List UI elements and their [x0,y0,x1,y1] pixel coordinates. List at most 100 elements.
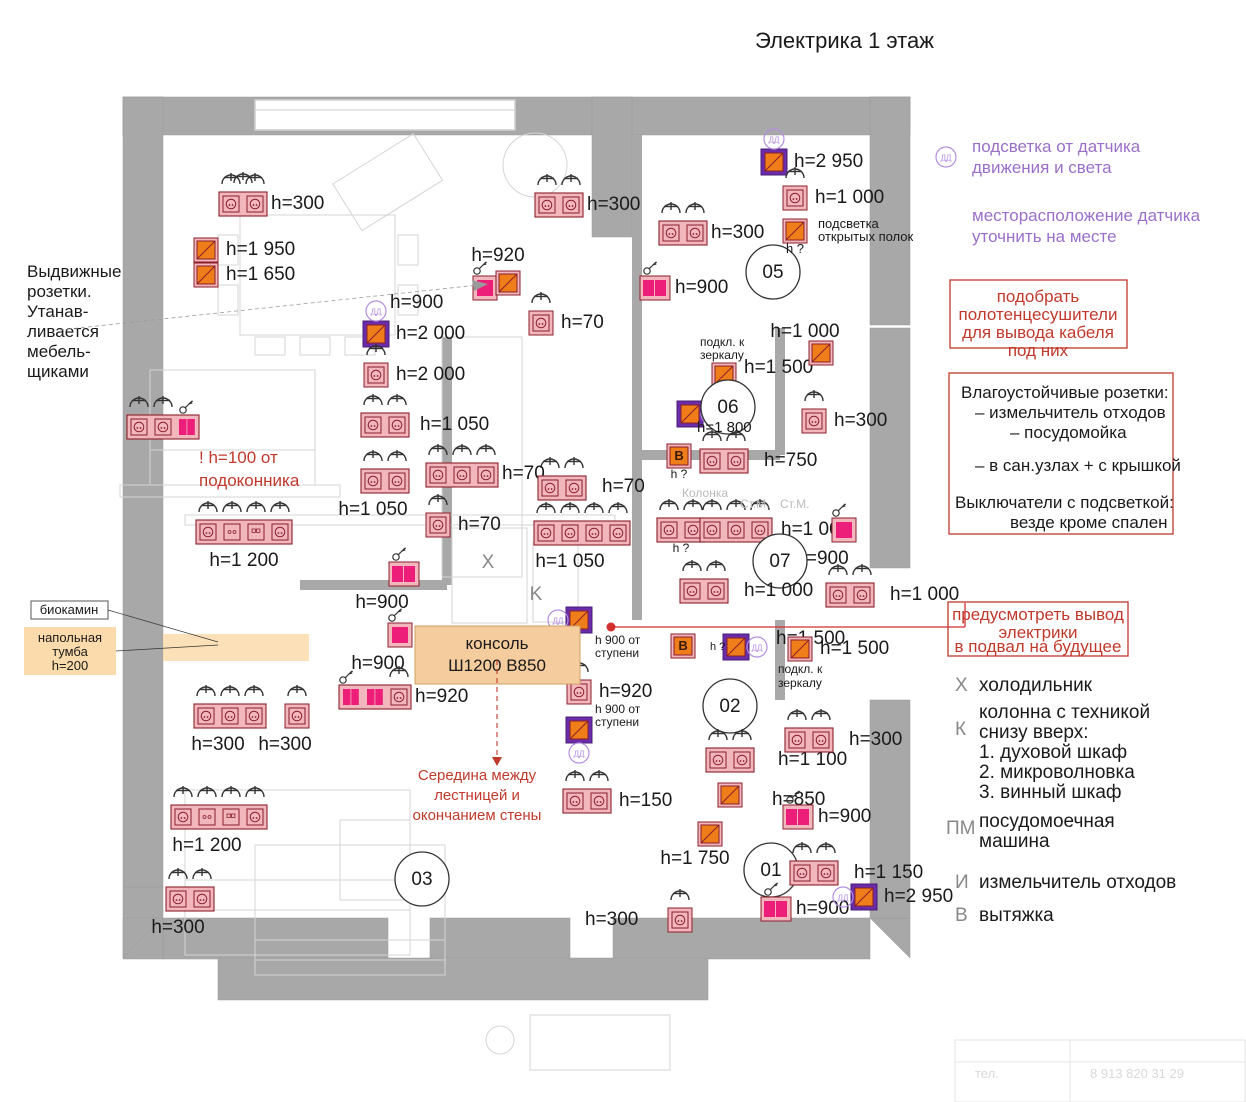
svg-text:01: 01 [760,860,781,881]
svg-text:В: В [674,448,683,463]
svg-text:напольная: напольная [38,630,102,645]
svg-text:окончанием стены: окончанием стены [413,807,542,824]
svg-text:! h=100 от: ! h=100 от [199,448,278,467]
svg-text:биокамин: биокамин [40,602,99,617]
svg-text:консоль: консоль [465,634,528,653]
svg-text:открытых полок: открытых полок [818,229,914,244]
svg-text:Х: Х [955,675,968,696]
svg-text:колонна с техникой: колонна с техникой [979,702,1150,723]
svg-text:h=2 000: h=2 000 [396,364,465,385]
svg-text:h=1 950: h=1 950 [226,239,295,260]
svg-text:подкл. к: подкл. к [700,335,745,349]
svg-text:ПМ: ПМ [946,818,975,839]
svg-text:вытяжка: вытяжка [979,905,1054,926]
svg-text:В: В [955,905,968,926]
svg-text:ступени: ступени [595,646,639,660]
svg-text:05: 05 [762,262,783,283]
svg-text:h=1 500: h=1 500 [820,638,889,659]
svg-text:07: 07 [769,551,790,572]
svg-text:h=70: h=70 [561,312,604,333]
svg-text:06: 06 [717,397,738,418]
svg-text:h=300: h=300 [258,734,311,755]
svg-text:холодильник: холодильник [979,675,1093,696]
svg-text:02: 02 [719,696,740,717]
svg-text:h=2 000: h=2 000 [396,323,465,344]
svg-text:h=1 200: h=1 200 [209,550,278,571]
svg-text:измельчитель отходов: измельчитель отходов [979,872,1176,893]
svg-text:зеркалу: зеркалу [778,676,822,690]
svg-text:h=1 050: h=1 050 [535,551,604,572]
svg-text:h=1 000: h=1 000 [770,321,839,342]
svg-text:машина: машина [979,831,1050,852]
svg-text:2. микроволновка: 2. микроволновка [979,762,1135,783]
svg-text:h=1 800: h=1 800 [697,419,752,436]
svg-text:h=300: h=300 [849,729,902,750]
svg-text:h=1 750: h=1 750 [660,848,729,869]
svg-text:h ?: h ? [671,467,688,481]
svg-text:h ?: h ? [710,641,725,653]
svg-text:h=200: h=200 [52,658,89,673]
svg-text:подкл. к: подкл. к [778,662,823,676]
svg-text:уточнить на месте: уточнить на месте [972,227,1117,246]
svg-text:h=1 500: h=1 500 [744,357,813,378]
svg-text:h ?: h ? [673,541,690,555]
svg-text:мебель-: мебель- [27,342,91,361]
svg-text:ступени: ступени [595,715,639,729]
svg-text:Выдвижные: Выдвижные [27,262,121,281]
svg-text:везде кроме спален: везде кроме спален [1010,513,1168,532]
svg-text:– в сан.узлах + с крышкой: – в сан.узлах + с крышкой [975,456,1181,475]
svg-text:В: В [678,638,687,653]
svg-text:ДД: ДД [941,154,952,163]
svg-text:h=70: h=70 [458,514,501,535]
svg-text:подобрать: подобрать [997,287,1080,306]
svg-text:h=70: h=70 [602,476,645,497]
svg-text:h=150: h=150 [619,790,672,811]
svg-text:Влагоустойчивые розетки:: Влагоустойчивые розетки: [961,383,1169,402]
svg-text:под них: под них [1008,341,1069,360]
svg-text:подоконника: подоконника [199,471,300,490]
svg-text:И: И [955,872,969,893]
svg-text:Выключатели с подсветкой:: Выключатели с подсветкой: [955,493,1174,512]
svg-text:03: 03 [411,869,432,890]
svg-text:X: X [482,552,495,573]
svg-text:для вывода кабеля: для вывода кабеля [962,323,1114,342]
svg-text:Ст.М.: Ст.М. [740,497,770,511]
svg-text:h=300: h=300 [151,917,204,938]
svg-text:зеркалу: зеркалу [700,348,744,362]
svg-text:h=300: h=300 [585,909,638,930]
svg-text:h=300: h=300 [834,410,887,431]
svg-text:h=1 650: h=1 650 [226,264,295,285]
svg-text:h=920: h=920 [415,686,468,707]
svg-text:h ?: h ? [786,241,804,256]
svg-text:h 900 от: h 900 от [595,633,641,647]
svg-text:Утанав-: Утанав- [27,302,88,321]
svg-text:щиками: щиками [27,362,89,381]
svg-text:h=300: h=300 [587,194,640,215]
svg-text:месторасположение датчика: месторасположение датчика [972,206,1201,225]
svg-text:h=1 000: h=1 000 [744,580,813,601]
svg-text:Колонка: Колонка [682,486,728,500]
svg-text:h=900: h=900 [818,806,871,827]
svg-text:розетки.: розетки. [27,282,92,301]
svg-text:h=900: h=900 [390,292,443,313]
svg-text:– посудомойка: – посудомойка [1010,423,1127,442]
svg-text:3. винный шкаф: 3. винный шкаф [979,782,1122,803]
svg-text:h=1 050: h=1 050 [338,499,407,520]
svg-text:движения и света: движения и света [972,158,1112,177]
svg-text:тумба: тумба [52,644,88,659]
svg-text:ливается: ливается [27,322,99,341]
svg-text:h=2 950: h=2 950 [794,151,863,172]
svg-text:h=300: h=300 [271,193,324,214]
svg-text:h=300: h=300 [191,734,244,755]
svg-text:h=1 150: h=1 150 [854,862,923,883]
svg-text:Ст.М.: Ст.М. [780,497,810,511]
svg-text:h=920: h=920 [599,681,652,702]
svg-text:тел.: тел. [975,1066,999,1081]
svg-text:К: К [955,719,966,740]
svg-text:лестницей и: лестницей и [434,787,520,804]
svg-text:подсветка от датчика: подсветка от датчика [972,137,1141,156]
svg-text:h=1 000: h=1 000 [815,187,884,208]
svg-text:h=300: h=300 [711,222,764,243]
svg-text:h=750: h=750 [764,450,817,471]
svg-text:h 900 от: h 900 от [595,702,641,716]
